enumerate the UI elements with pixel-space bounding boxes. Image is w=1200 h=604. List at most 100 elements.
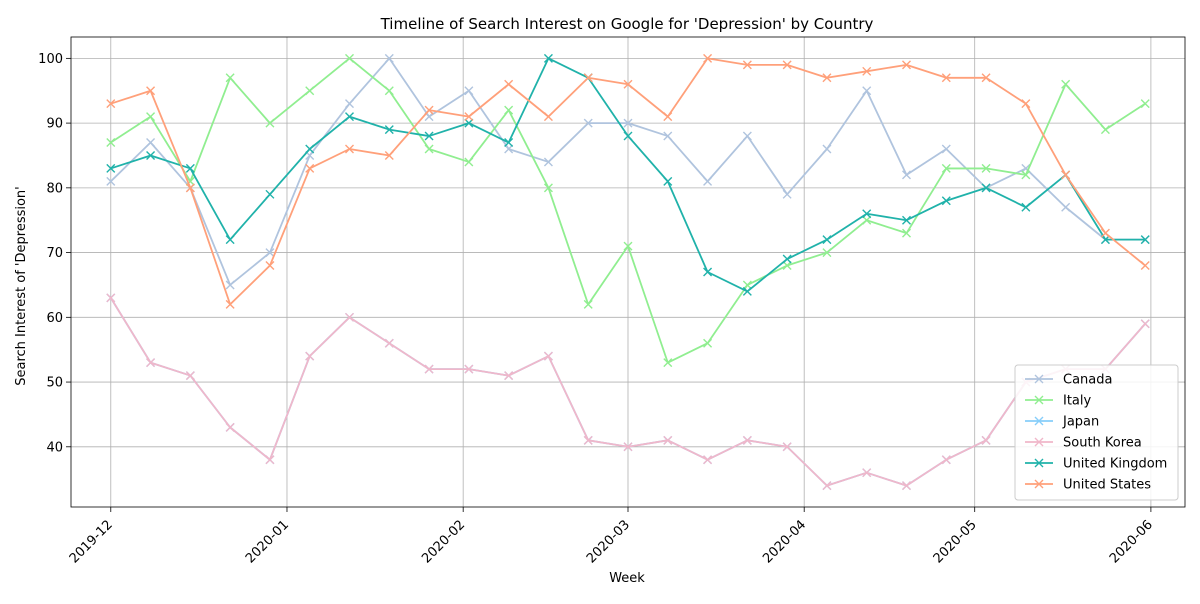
data-point-canada xyxy=(742,131,752,141)
data-point-canada xyxy=(464,86,474,96)
data-point-united-states xyxy=(941,73,951,83)
data-point-italy xyxy=(782,261,792,271)
data-point-united-kingdom xyxy=(1100,235,1110,245)
legend-label: South Korea xyxy=(1063,436,1142,451)
data-point-canada xyxy=(663,131,673,141)
legend-label: United Kingdom xyxy=(1063,457,1167,472)
y-tick-label: 100 xyxy=(38,52,63,67)
data-point-united-kingdom xyxy=(862,209,872,219)
data-point-south-korea xyxy=(1140,319,1150,329)
data-point-italy xyxy=(1061,79,1071,89)
data-point-united-states xyxy=(663,112,673,122)
data-point-italy xyxy=(265,118,275,128)
data-point-italy xyxy=(146,112,156,122)
data-point-canada xyxy=(106,176,116,186)
data-point-italy xyxy=(902,228,911,238)
data-point-south-korea xyxy=(782,442,792,452)
axes: 2019-12 2020-01 2020-02 2020-03 2020-04 2020-… xyxy=(38,36,1186,566)
data-point-south-korea xyxy=(146,358,156,368)
data-point-united-kingdom xyxy=(1021,202,1031,212)
data-point-united-states xyxy=(862,66,872,76)
data-point-united-states xyxy=(1061,170,1071,180)
data-point-italy xyxy=(941,163,951,173)
data-point-italy xyxy=(345,53,354,63)
x-tick-label: 2020-03 xyxy=(584,517,633,566)
data-point-south-korea xyxy=(623,442,633,452)
data-point-italy xyxy=(742,280,752,290)
data-point-canada xyxy=(822,144,832,154)
data-point-south-korea xyxy=(384,338,394,348)
data-point-united-kingdom xyxy=(504,138,514,148)
x-tick-label: 2020-04 xyxy=(760,517,809,566)
data-point-canada xyxy=(146,138,156,148)
data-point-canada xyxy=(862,86,872,96)
data-point-united-kingdom xyxy=(1140,235,1150,245)
data-point-canada xyxy=(225,280,235,290)
data-point-south-korea xyxy=(345,312,354,322)
legend-box xyxy=(1014,364,1179,501)
data-point-united-states xyxy=(225,299,235,309)
data-point-south-korea xyxy=(305,351,315,361)
data-point-italy xyxy=(1140,99,1150,109)
data-point-united-kingdom xyxy=(305,144,315,154)
data-point-italy xyxy=(543,183,553,193)
data-point-south-korea xyxy=(862,468,872,478)
data-point-united-states xyxy=(305,163,315,173)
data-point-united-states xyxy=(822,73,832,83)
data-point-south-korea xyxy=(543,351,553,361)
data-point-united-states xyxy=(265,261,275,271)
data-point-united-kingdom xyxy=(623,131,633,141)
data-point-united-kingdom xyxy=(981,183,991,193)
series-lines xyxy=(106,53,1150,491)
y-tick-label: 80 xyxy=(46,181,63,196)
data-point-united-kingdom xyxy=(225,235,235,245)
data-point-united-kingdom xyxy=(424,131,434,141)
data-point-united-kingdom xyxy=(543,53,553,63)
data-point-canada xyxy=(623,118,633,128)
data-point-south-korea xyxy=(185,371,195,381)
x-tick-label: 2020-05 xyxy=(931,517,980,566)
data-point-italy xyxy=(663,358,673,368)
data-point-south-korea xyxy=(583,435,593,445)
data-point-italy xyxy=(185,176,195,186)
data-point-italy xyxy=(424,144,434,154)
data-point-south-korea xyxy=(464,364,474,374)
data-point-united-states xyxy=(981,73,991,83)
data-point-canada xyxy=(345,99,354,109)
data-point-canada xyxy=(703,176,713,186)
data-point-south-korea xyxy=(981,435,991,445)
legend-swatch-marker xyxy=(1034,458,1044,468)
data-point-italy xyxy=(981,163,991,173)
legend-swatch-marker xyxy=(1034,374,1044,384)
data-point-united-states xyxy=(345,144,354,154)
data-point-south-korea xyxy=(225,422,235,432)
data-point-united-states xyxy=(703,53,713,63)
data-point-canada xyxy=(941,144,951,154)
data-point-united-states xyxy=(902,60,911,70)
x-axis-label: Week xyxy=(609,571,645,586)
legend-swatch-marker xyxy=(1034,416,1044,426)
series-south-korea xyxy=(106,293,1150,491)
data-point-united-kingdom xyxy=(384,125,394,135)
data-point-canada xyxy=(384,53,394,63)
y-tick-label: 50 xyxy=(46,376,63,391)
data-point-united-kingdom xyxy=(464,118,474,128)
data-point-canada xyxy=(265,248,275,258)
y-tick-label: 40 xyxy=(46,440,63,455)
data-point-south-korea xyxy=(504,371,514,381)
data-point-united-kingdom xyxy=(185,163,195,173)
data-point-canada xyxy=(782,189,792,199)
data-point-united-kingdom xyxy=(782,254,792,264)
data-point-united-states xyxy=(1021,99,1031,109)
y-tick-label: 70 xyxy=(46,246,63,261)
data-point-south-korea xyxy=(703,455,713,465)
data-point-united-states xyxy=(146,86,156,96)
data-point-united-states xyxy=(782,60,792,70)
series-united-states xyxy=(106,53,1150,309)
x-tick-label: 2020-06 xyxy=(1107,517,1156,566)
legend-label: Canada xyxy=(1063,373,1112,388)
data-point-united-states xyxy=(742,60,752,70)
x-tick-label: 2020-01 xyxy=(243,517,292,566)
y-tick-label: 90 xyxy=(46,117,63,132)
